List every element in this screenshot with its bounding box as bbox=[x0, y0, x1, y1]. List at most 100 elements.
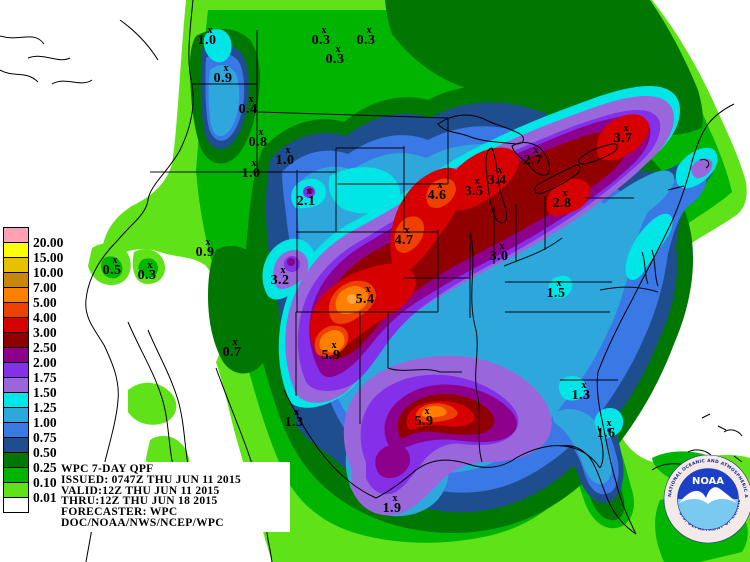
legend-entry: 5.00 bbox=[3, 287, 57, 310]
legend-entry: 3.00 bbox=[3, 317, 57, 340]
legend-entry: 20.00 bbox=[3, 227, 63, 250]
legend-value: 0.25 bbox=[33, 460, 57, 475]
precip-max-label: x 3.0 bbox=[482, 241, 516, 264]
legend-swatch bbox=[3, 392, 29, 408]
legend-value: 1.75 bbox=[33, 370, 57, 385]
legend-swatch bbox=[3, 467, 29, 483]
precip-max-label: x 0.3 bbox=[130, 260, 164, 283]
max-point-marker: x bbox=[112, 255, 118, 266]
legend-swatch bbox=[3, 272, 29, 288]
max-point-value: 0.3 bbox=[311, 33, 331, 48]
max-point-marker: x bbox=[205, 237, 211, 248]
legend-value: 7.00 bbox=[33, 280, 57, 295]
max-point-value: 0.3 bbox=[356, 33, 376, 48]
legend-swatch bbox=[3, 407, 29, 423]
thru-line: THRU:12Z THU JUN 18 2015 bbox=[61, 495, 218, 508]
legend-swatch bbox=[3, 422, 29, 438]
max-point-marker: x bbox=[437, 180, 443, 191]
precip-max-label: x 3.4 bbox=[480, 166, 514, 188]
legend-value: 0.10 bbox=[33, 475, 57, 490]
noaa-logo-svg: NATIONAL OCEANIC AND ATMOSPHERIC ADMINIS… bbox=[661, 450, 750, 544]
legend-swatch bbox=[3, 302, 29, 318]
product-title: WPC 7-DAY QPF bbox=[61, 463, 154, 475]
precip-max-label: x 3.7 bbox=[606, 123, 640, 146]
max-point-value: 3.7 bbox=[613, 131, 633, 146]
precip-max-label: x 0.3 bbox=[304, 25, 338, 48]
max-point-marker: x bbox=[556, 278, 562, 289]
max-point-value: 3.2 bbox=[270, 273, 290, 288]
max-point-value: 1.0 bbox=[197, 33, 217, 48]
max-point-value: 0.9 bbox=[195, 245, 215, 260]
legend-swatch bbox=[3, 497, 29, 513]
legend-entry: 4.00 bbox=[3, 302, 57, 325]
legend-value: 10.00 bbox=[33, 265, 64, 280]
max-point-marker: x bbox=[499, 241, 505, 252]
max-point-marker: x bbox=[331, 340, 337, 351]
valid-line: VALID:12Z THU JUN 11 2015 bbox=[61, 484, 220, 497]
precip-max-label: x 1.9 bbox=[375, 494, 409, 516]
legend-swatch bbox=[3, 377, 29, 393]
legend-swatch bbox=[3, 437, 29, 453]
legend-entry: 1.50 bbox=[3, 377, 57, 400]
noaa-logo-wordmark: NOAA bbox=[692, 476, 724, 487]
max-point-value: 0.3 bbox=[137, 268, 157, 283]
max-point-marker: x bbox=[251, 158, 257, 169]
legend-entry: 2.00 bbox=[3, 347, 57, 370]
max-point-marker: x bbox=[147, 260, 153, 271]
max-point-marker: x bbox=[474, 176, 480, 187]
legend-swatch bbox=[3, 347, 29, 363]
legend-value: 15.00 bbox=[33, 250, 64, 265]
legend-value: 0.01 bbox=[33, 490, 57, 505]
legend-value: 3.00 bbox=[33, 325, 57, 340]
max-point-marker: x bbox=[606, 418, 612, 429]
max-point-marker: x bbox=[623, 123, 629, 134]
max-point-marker: x bbox=[562, 188, 568, 199]
legend-entry: 7.00 bbox=[3, 272, 57, 295]
precip-max-label: x 0.4 bbox=[231, 94, 265, 117]
max-point-value: 3.4 bbox=[487, 173, 507, 188]
precip-max-label: x 0.9 bbox=[188, 237, 222, 260]
precip-max-label: x 5.9 bbox=[314, 340, 348, 363]
precip-max-label: x 0.3 bbox=[318, 45, 352, 67]
max-point-value: 2.7 bbox=[523, 153, 543, 168]
max-point-marker: x bbox=[248, 94, 254, 105]
precip-max-label: x 0.7 bbox=[215, 337, 249, 360]
max-point-value: 0.9 bbox=[213, 71, 233, 86]
issued-line: ISSUED: 0747Z THU JUN 11 2015 bbox=[61, 473, 242, 486]
legend-swatch bbox=[3, 317, 29, 333]
legend-entry: 1.00 bbox=[3, 407, 57, 430]
precip-max-label: x 1.5 bbox=[539, 278, 573, 301]
max-point-value: 4.7 bbox=[394, 233, 414, 248]
precip-max-label: x 3.5 bbox=[457, 176, 491, 199]
legend-entry: 2.50 bbox=[3, 332, 57, 355]
qpf-legend: 20.00 15.00 10.00 7.00 5.00 4.00 3.00 2.50 2.00 1… bbox=[3, 227, 63, 513]
legend-entry: 10.00 bbox=[3, 257, 63, 280]
max-point-marker: x bbox=[280, 265, 286, 276]
legend-swatch bbox=[3, 452, 29, 468]
max-point-value: 0.3 bbox=[325, 52, 345, 67]
legend-swatch bbox=[3, 332, 29, 348]
max-point-value: 3.0 bbox=[489, 249, 509, 264]
max-point-marker: x bbox=[321, 25, 327, 36]
noaa-bird-icon bbox=[679, 487, 737, 504]
precip-max-label: x 0.9 bbox=[206, 64, 240, 86]
max-point-value: 2.8 bbox=[552, 196, 572, 211]
max-point-marker: x bbox=[294, 407, 300, 418]
max-point-value: 1.6 bbox=[596, 426, 616, 441]
precip-max-label: x 1.3 bbox=[277, 407, 311, 430]
max-point-value: 2.1 bbox=[296, 194, 316, 209]
legend-entry: 15.00 bbox=[3, 242, 63, 265]
max-point-value: 1.0 bbox=[275, 153, 295, 168]
precip-field bbox=[88, 0, 750, 562]
legend-swatch bbox=[3, 287, 29, 303]
max-point-value: 3.5 bbox=[464, 184, 484, 199]
legend-value: 2.50 bbox=[33, 340, 57, 355]
legend-entry: 0.75 bbox=[3, 422, 57, 445]
legend-value: 20.00 bbox=[33, 235, 64, 250]
max-point-value: 1.3 bbox=[571, 388, 591, 403]
max-point-value: 0.5 bbox=[102, 263, 122, 278]
max-point-marker: x bbox=[232, 337, 238, 348]
legend-value: 1.25 bbox=[33, 400, 57, 415]
